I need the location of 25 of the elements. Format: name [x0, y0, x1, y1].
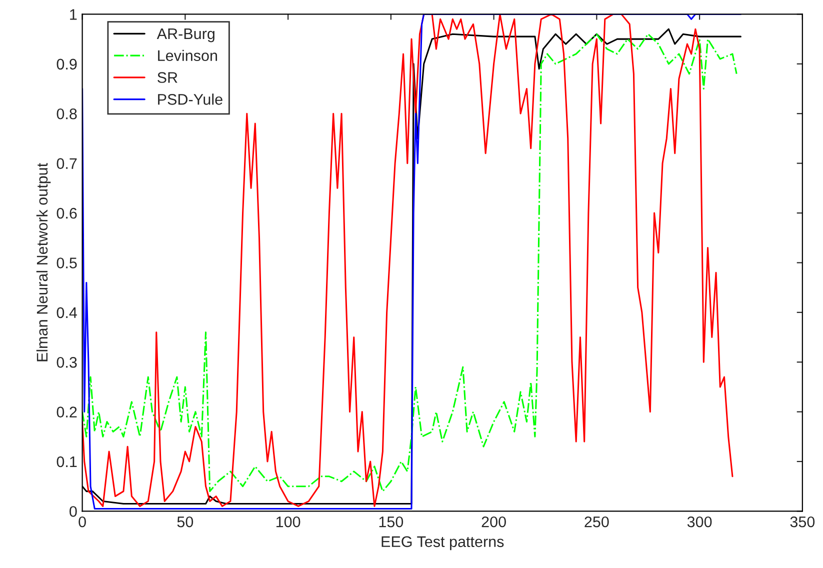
y-tick-label: 0.4: [56, 307, 77, 318]
legend-label: SR: [158, 72, 178, 83]
x-tick-label: 300: [687, 516, 712, 528]
y-tick-label: 0: [70, 506, 77, 517]
y-tick-label: 0.8: [56, 108, 77, 120]
x-tick-label: 150: [379, 516, 404, 528]
x-tick-label: 250: [584, 516, 609, 528]
x-tick-label: 200: [482, 516, 506, 528]
x-tick-label: 350: [790, 516, 815, 528]
y-tick-label: 0.3: [56, 356, 77, 368]
y-tick-label: 0.6: [56, 208, 77, 219]
y-tick-label: 0.2: [56, 406, 77, 418]
y-tick-label: 0.9: [56, 58, 77, 70]
legend-label: PSD-Yule: [158, 94, 222, 105]
x-tick-label: 0: [78, 516, 86, 528]
y-tick-label: 0.5: [56, 258, 77, 268]
x-tick-label: 100: [276, 516, 300, 528]
x-tick-label: 50: [177, 516, 194, 528]
legend-label: Levinson: [158, 50, 217, 62]
y-tick-label: 1: [70, 9, 77, 20]
y-axis-title: Elman Neural Network output: [36, 163, 51, 362]
y-tick-label: 0.7: [56, 158, 77, 169]
x-axis-title: EEG Test patterns: [382, 536, 504, 550]
y-tick-label: 0.1: [56, 456, 77, 468]
legend-label: AR-Burg: [156, 28, 214, 42]
